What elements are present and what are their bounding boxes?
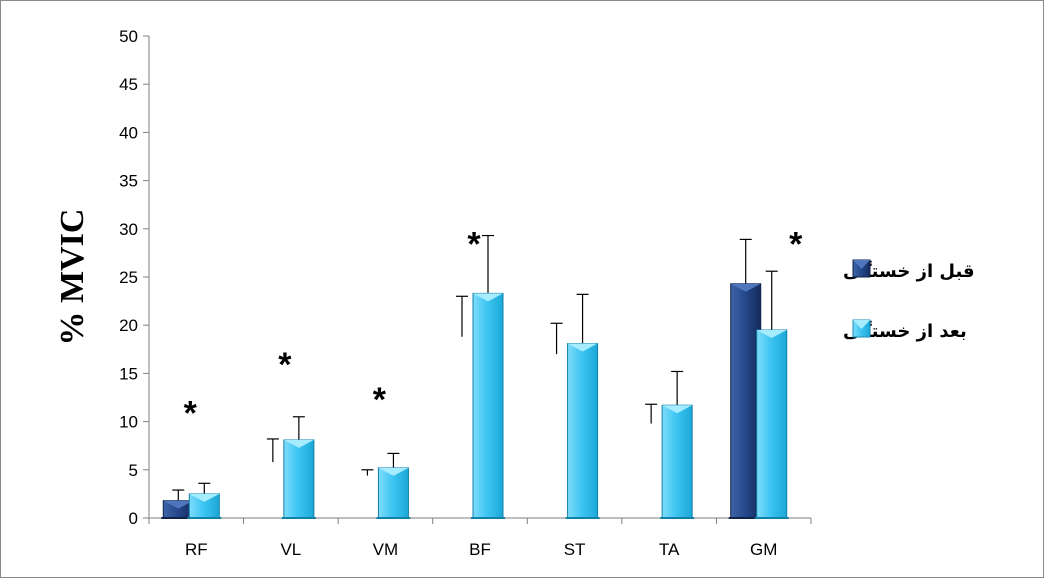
y-tick-label: 15 [119,364,138,383]
legend-item-before: قبل از خستگی [843,259,975,282]
significance-star: * [278,346,292,384]
bar-after-GM-body [756,329,788,519]
legend-label-before: قبل از خستگی [843,260,975,282]
y-tick-label: 40 [119,123,138,142]
y-axis: 0 5 10 15 20 25 30 35 40 45 50 [119,27,150,528]
y-tick-label: 0 [129,509,138,528]
y-tick-label: 50 [119,27,138,46]
legend-swatch-after-bevel [853,320,870,329]
bar-after-VL-body [283,439,315,519]
y-tick-label: 5 [129,461,138,480]
x-tick-label: TA [659,540,680,559]
significance-star: * [467,226,481,264]
bar-after-ST-body [567,343,599,519]
y-tick-label: 35 [119,172,138,191]
bar-before-RF-bevel [163,500,194,509]
bar-before-GM [728,283,763,519]
x-axis: RF VL VM BF ST TA GM [148,517,812,559]
y-tick-label: 30 [119,220,138,239]
bar-after-VM-bevel [378,467,409,476]
x-tick-label: BF [469,540,491,559]
bar-after-RF-bevel [189,493,220,502]
bar-after-BF [471,292,505,519]
legend-label-after: بعد از خستگی [843,320,967,342]
bar-after-VL [281,439,316,519]
significance-markers: * * * * * [184,226,803,433]
bars [161,283,789,519]
bar-after-ST [565,343,600,519]
x-tick-label: RF [185,540,208,559]
bar-after-VL-bevel [283,439,314,448]
legend: قبل از خستگی بعد از خستگی [843,259,975,342]
bar-after-TA [660,404,695,519]
bar-after-VM [376,467,411,519]
bar-after-BF-body [472,292,504,519]
y-axis-label: % MVIC [54,209,91,346]
significance-star: * [184,394,198,432]
y-tick-label: 20 [119,316,138,335]
bar-after-TA-bevel [662,405,693,414]
y-tick-label: 45 [119,75,138,94]
significance-star: * [373,381,387,419]
bar-before-GM-body [730,283,762,519]
bar-after-ST-bevel [567,343,598,352]
y-tick-label: 10 [119,413,138,432]
bar-before-GM-bevel [730,283,761,292]
x-tick-label: VL [280,540,301,559]
y-tick-label: 25 [119,268,138,287]
bar-after-BF-bevel [473,293,503,302]
x-tick-label: VM [373,540,399,559]
legend-swatch-before-bevel [853,260,870,269]
significance-star: * [789,226,803,264]
x-tick-label: GM [750,540,777,559]
bar-after-TA-body [661,404,693,519]
bar-after-GM-bevel [756,330,787,339]
bar-after-GM [754,329,789,519]
error-bars [172,234,778,501]
bar-after-VM-body [377,467,409,519]
legend-item-after: بعد از خستگی [843,319,967,342]
bar-after-RF [187,493,222,519]
x-tick-label: ST [564,540,586,559]
